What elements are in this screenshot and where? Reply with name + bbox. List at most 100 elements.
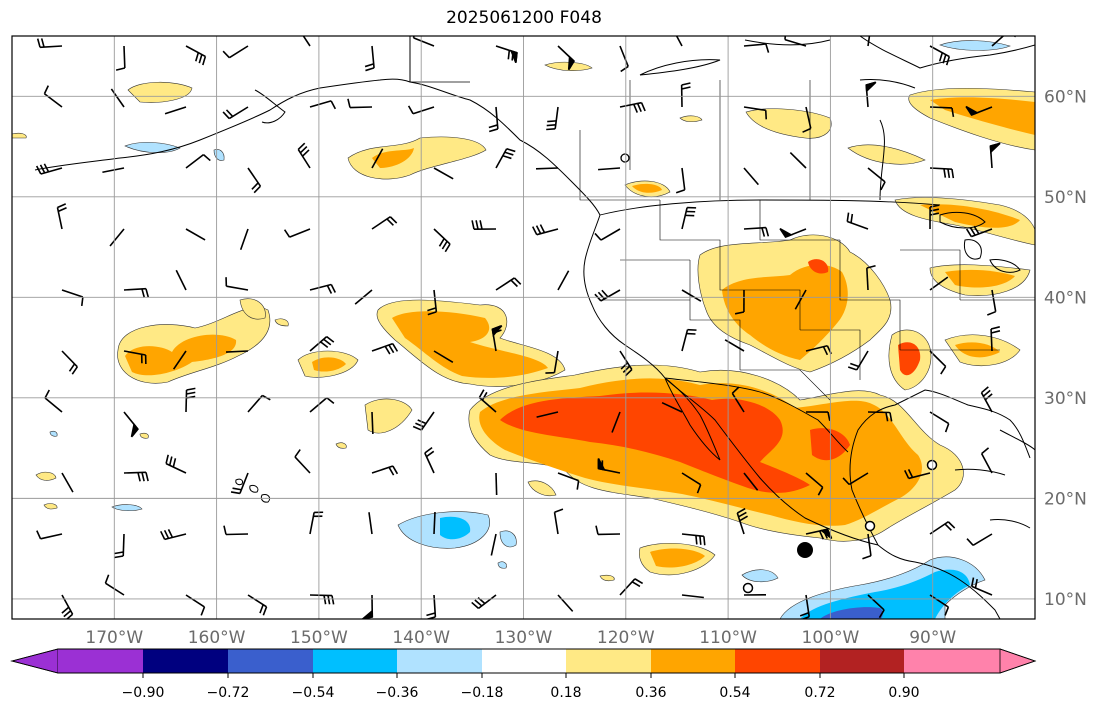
wind-barb: [594, 289, 621, 302]
wind-barb: [185, 594, 206, 616]
wind-barb: [681, 328, 697, 352]
storm-marker-filled: [797, 542, 813, 558]
map-panel: 170°W 160°W 150°W 140°W 130°W 120°W 110°W 100°W…: [11, 35, 1087, 648]
wind-barb: [247, 167, 262, 194]
wind-barb: [172, 350, 187, 370]
wind-barb: [802, 106, 812, 133]
wind-barb: [495, 277, 522, 291]
wind-barb: [553, 508, 564, 535]
wind-barb: [904, 469, 931, 480]
colorbar-outline: [10, 648, 1037, 674]
wind-barb: [297, 142, 311, 169]
wind-barb: [114, 533, 125, 559]
wind-barb: [846, 212, 869, 230]
wind-barb: [536, 411, 559, 418]
lat-tick-label: 50°N: [1044, 188, 1087, 208]
lon-tick-label: 160°W: [188, 628, 246, 648]
wind-barb: [557, 594, 574, 612]
colorbar-tick-label: 0.54: [719, 685, 750, 701]
colorbar-segment: [482, 649, 566, 673]
wind-barb: [867, 411, 893, 422]
wind-barb: [681, 206, 697, 230]
wind-barb: [784, 36, 807, 47]
wind-barb: [347, 98, 373, 109]
lat-tick-label: 60°N: [1044, 87, 1087, 107]
colorbar-under-extension: [10, 648, 59, 674]
wind-barb: [491, 324, 503, 352]
wind-barb: [743, 106, 768, 120]
wind-barb: [424, 447, 435, 474]
lon-tick-label: 120°W: [597, 628, 655, 648]
wind-barb: [471, 220, 497, 230]
wind-barb: [794, 289, 807, 310]
wind-barb: [309, 336, 335, 352]
wind-barb: [433, 511, 436, 535]
wind-barb: [488, 106, 499, 133]
wind-barb: [847, 350, 869, 371]
wind-barb: [991, 36, 1017, 47]
wind-barb: [115, 45, 126, 71]
wind-barb: [557, 270, 570, 291]
wind-barb: [681, 472, 702, 494]
wind-barb: [805, 528, 833, 540]
wind-barb: [929, 167, 955, 179]
wind-barb: [44, 389, 63, 413]
wind-barb: [779, 228, 807, 239]
wind-barb: [743, 472, 759, 491]
wind-barb: [743, 167, 759, 186]
wind-barb: [867, 167, 886, 191]
wind-barb: [61, 350, 78, 375]
wind-barb: [490, 533, 497, 556]
wind-barb: [557, 472, 580, 490]
colorbar-segment: [651, 649, 735, 673]
lon-tick-label: 90°W: [909, 628, 956, 648]
colorbar-tick-label: 0.72: [804, 685, 835, 701]
wind-barb: [185, 154, 211, 169]
wind-barb: [433, 167, 454, 180]
wind-barb: [987, 289, 997, 316]
lon-tick-label: 140°W: [392, 628, 450, 648]
map-frame: [11, 35, 1036, 620]
wind-barb: [371, 411, 374, 435]
coastlines-and-borders: [34, 36, 1035, 619]
wind-barb: [164, 106, 187, 115]
wind-barb: [980, 386, 993, 413]
wind-barb: [867, 36, 871, 47]
colorbar: −0.90 −0.72 −0.54 −0.36 −0.18 0.18 0.36 0.54 0.7…: [10, 648, 1037, 701]
wind-barb: [239, 228, 249, 251]
wind-barb: [990, 326, 1001, 352]
colorbar-tick-label: −0.54: [292, 685, 335, 701]
wind-barb: [123, 471, 149, 482]
wind-barb: [102, 167, 125, 174]
wind-barb: [433, 350, 454, 364]
wind-barb: [557, 45, 575, 71]
wind-barb: [109, 228, 125, 247]
wind-barb: [123, 350, 147, 364]
wind-barb: [35, 163, 63, 175]
wind-barb: [225, 350, 249, 353]
wind-barb: [110, 88, 125, 108]
colorbar-tick-label: 0.90: [888, 685, 919, 701]
wind-barb: [862, 533, 872, 560]
wind-barb: [545, 350, 559, 374]
wind-barb: [412, 411, 435, 431]
wind-barb: [61, 594, 74, 619]
colorbar-segment: [313, 649, 397, 673]
wind-barb: [929, 106, 955, 117]
wind-barb: [595, 525, 621, 536]
wind-barb: [160, 529, 187, 541]
wind-barb: [407, 105, 435, 115]
wind-barb: [175, 269, 187, 291]
wind-barb: [364, 45, 375, 72]
wind-barb: [185, 228, 206, 241]
wind-barb: [675, 167, 686, 194]
lon-tick-label: 130°W: [495, 628, 553, 648]
colorbar-segment: [904, 649, 1000, 673]
storm-marker-open: [742, 582, 754, 594]
wind-barb: [61, 289, 84, 307]
wind-barb: [598, 167, 621, 171]
wind-barb: [929, 204, 940, 230]
wind-barb: [247, 594, 268, 616]
wind-barb: [805, 411, 831, 421]
lon-tick-label: 100°W: [802, 628, 860, 648]
